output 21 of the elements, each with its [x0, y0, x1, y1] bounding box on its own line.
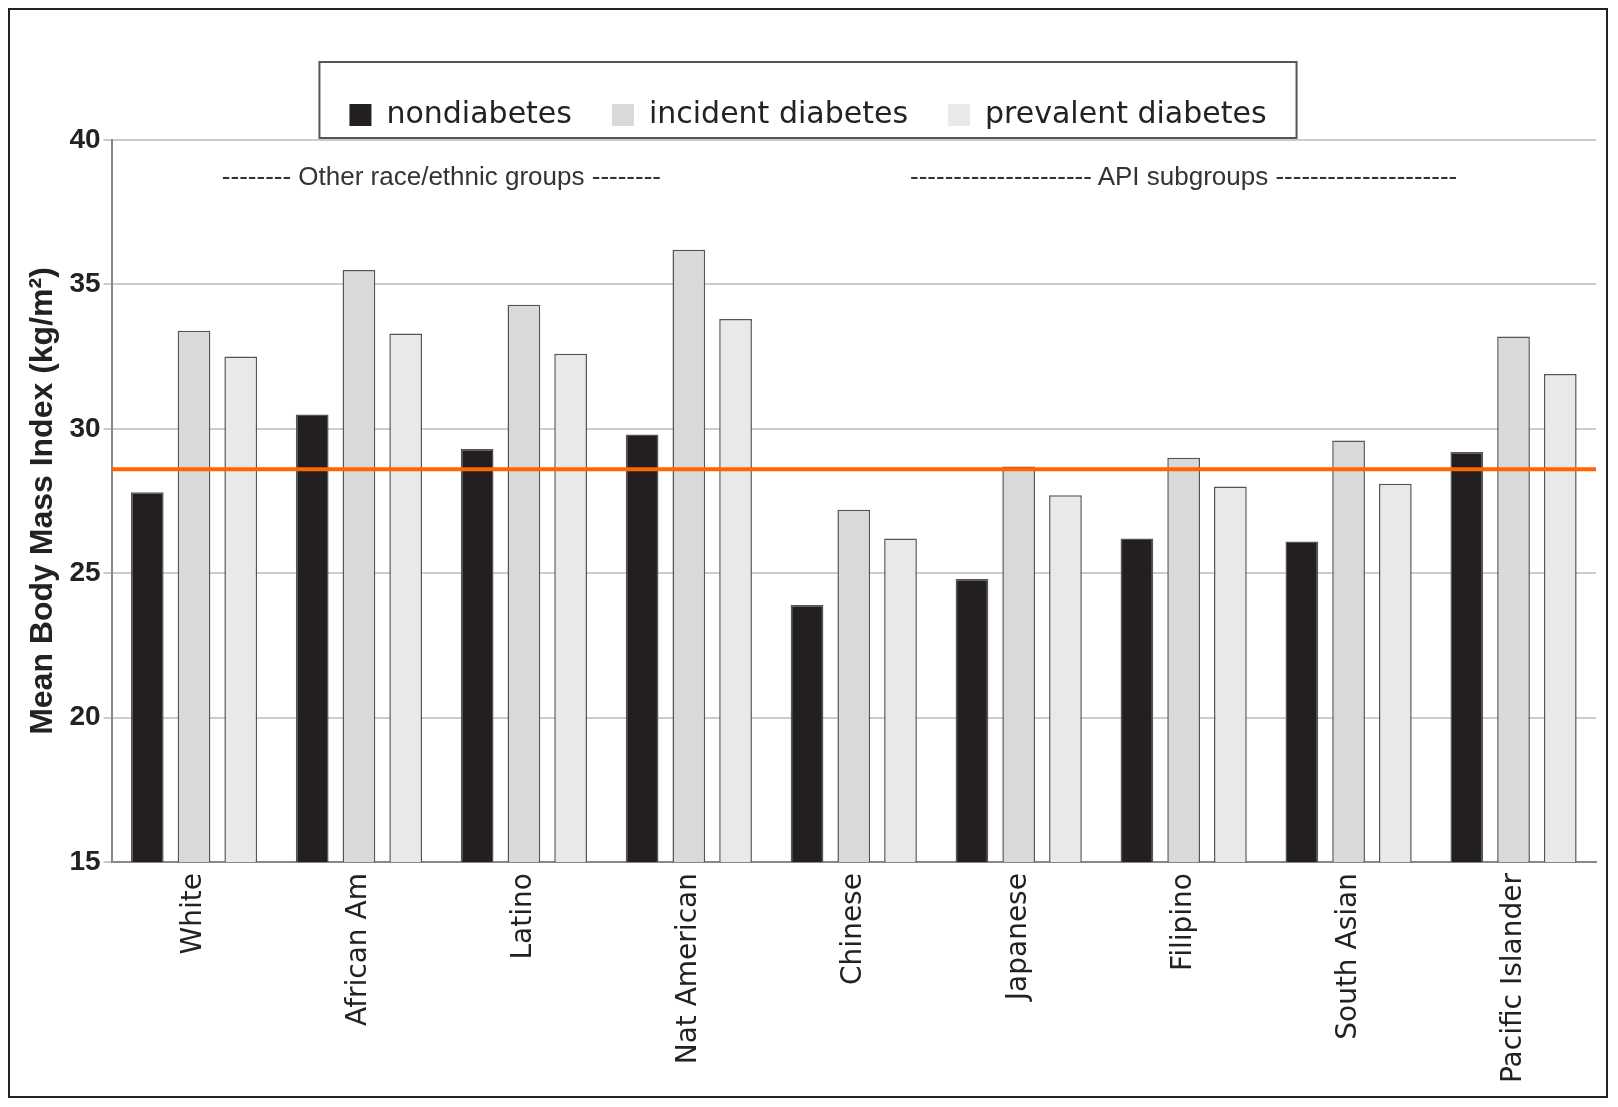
- x-tick-label: African Am: [340, 873, 374, 1027]
- y-tick-label: 35: [69, 267, 101, 299]
- x-tick-label: Latino: [505, 873, 539, 960]
- legend-label: incident diabetes: [648, 94, 909, 130]
- x-tick-label: South Asian: [1329, 873, 1363, 1040]
- x-tick-label: Japanese: [999, 873, 1033, 1003]
- y-tick-label: 20: [69, 700, 101, 732]
- y-axis-title: Mean Body Mass Index (kg/m²): [23, 267, 60, 735]
- x-tick-label: Pacific Islander: [1494, 872, 1528, 1084]
- annotation: -------- Other race/ethnic groups --------: [221, 161, 661, 192]
- x-tick-label: Nat American: [670, 873, 704, 1065]
- y-tick-label: 40: [69, 122, 101, 154]
- y-tick-label: 25: [69, 555, 101, 587]
- y-tick-label: 30: [69, 411, 101, 443]
- legend-label: nondiabetes: [386, 94, 572, 130]
- annotation: --------------------- API subgroups ---------------------: [910, 161, 1458, 192]
- legend-label: prevalent diabetes: [985, 94, 1267, 130]
- x-tick-label: Chinese: [835, 873, 869, 985]
- x-tick-label: Filipino: [1164, 873, 1198, 971]
- y-tick-label: 15: [69, 844, 101, 876]
- x-tick-label: White: [175, 873, 209, 955]
